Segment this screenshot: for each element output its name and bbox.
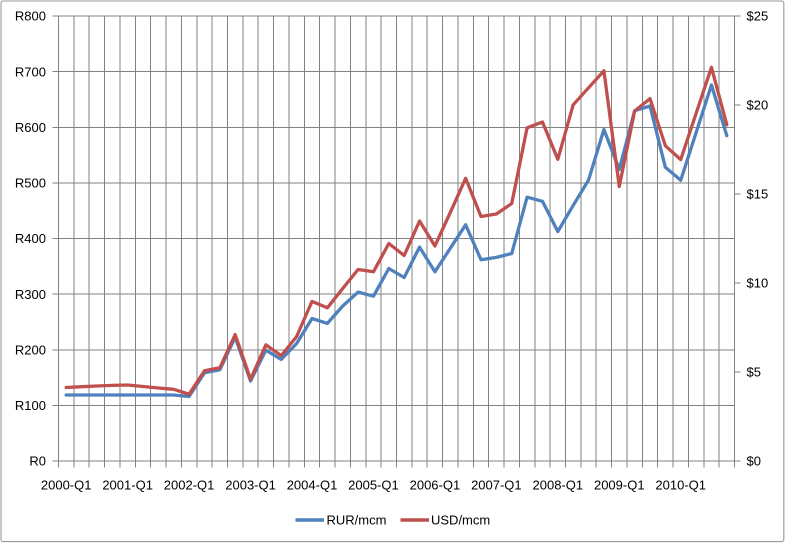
svg-text:2003-Q1: 2003-Q1 — [225, 478, 276, 493]
svg-text:R300: R300 — [15, 287, 46, 302]
svg-text:R800: R800 — [15, 9, 46, 24]
svg-text:$15: $15 — [747, 187, 769, 202]
svg-text:R500: R500 — [15, 176, 46, 191]
svg-text:RUR/mcm: RUR/mcm — [327, 513, 387, 528]
svg-text:USD/mcm: USD/mcm — [431, 513, 490, 528]
svg-text:2004-Q1: 2004-Q1 — [287, 478, 338, 493]
svg-text:2008-Q1: 2008-Q1 — [533, 478, 584, 493]
svg-text:2010-Q1: 2010-Q1 — [655, 478, 706, 493]
svg-text:$0: $0 — [747, 454, 761, 469]
svg-text:2005-Q1: 2005-Q1 — [348, 478, 399, 493]
svg-text:$25: $25 — [747, 9, 769, 24]
svg-text:$5: $5 — [747, 365, 761, 380]
svg-text:R600: R600 — [15, 120, 46, 135]
svg-text:2006-Q1: 2006-Q1 — [410, 478, 461, 493]
svg-text:2009-Q1: 2009-Q1 — [594, 478, 645, 493]
svg-text:R0: R0 — [29, 454, 46, 469]
svg-text:2007-Q1: 2007-Q1 — [471, 478, 522, 493]
svg-text:$20: $20 — [747, 98, 769, 113]
svg-text:R700: R700 — [15, 64, 46, 79]
svg-text:2002-Q1: 2002-Q1 — [164, 478, 215, 493]
svg-text:R200: R200 — [15, 342, 46, 357]
svg-text:R400: R400 — [15, 231, 46, 246]
svg-text:$10: $10 — [747, 276, 769, 291]
svg-text:R100: R100 — [15, 398, 46, 413]
svg-text:2001-Q1: 2001-Q1 — [102, 478, 153, 493]
svg-text:2000-Q1: 2000-Q1 — [41, 478, 92, 493]
